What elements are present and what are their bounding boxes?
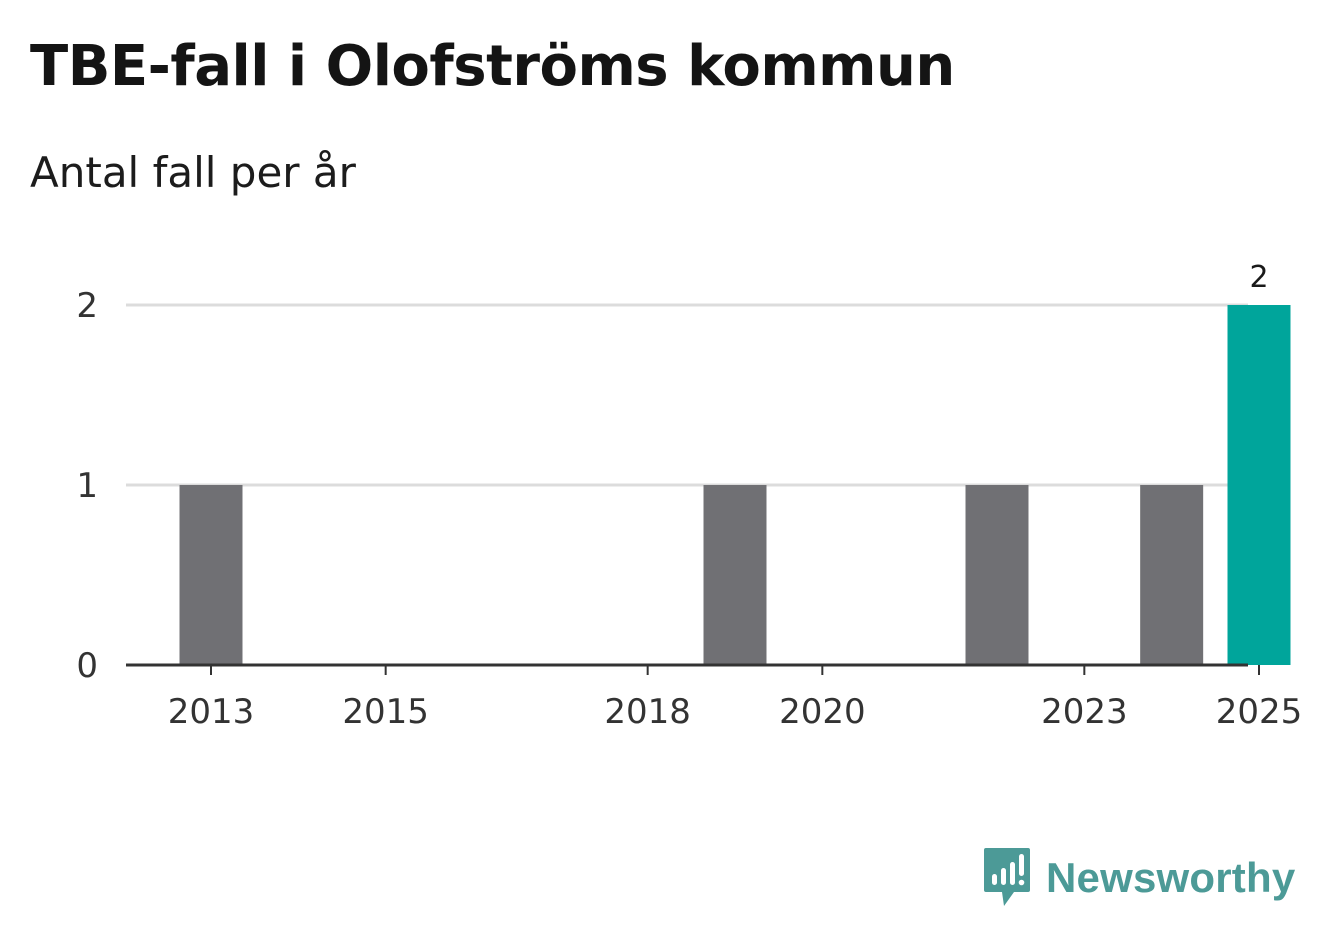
y-tick-label: 1 <box>76 466 98 506</box>
x-tick-label: 2023 <box>1041 692 1128 732</box>
data-label: 2 <box>1249 260 1268 295</box>
y-tick-label: 2 <box>76 286 98 326</box>
bar-2013 <box>179 485 243 665</box>
x-tick-label: 2018 <box>604 692 691 732</box>
newsworthy-logo-icon <box>984 848 1030 906</box>
chart-title: TBE-fall i Olofströms kommun <box>30 34 955 99</box>
x-tick-label: 2025 <box>1216 692 1303 732</box>
bar-2022 <box>965 485 1029 665</box>
y-tick-label: 0 <box>76 646 98 686</box>
brand-name: Newsworthy <box>1046 854 1296 901</box>
x-tick-label: 2013 <box>168 692 255 732</box>
bar-2024 <box>1140 485 1204 665</box>
x-tick-label: 2020 <box>779 692 866 732</box>
x-tick-label: 2015 <box>342 692 429 732</box>
newsworthy-brand: Newsworthy <box>982 846 1295 910</box>
bar-2025 <box>1227 305 1291 665</box>
bar-2019 <box>703 485 767 665</box>
chart-subtitle: Antal fall per år <box>30 148 356 197</box>
